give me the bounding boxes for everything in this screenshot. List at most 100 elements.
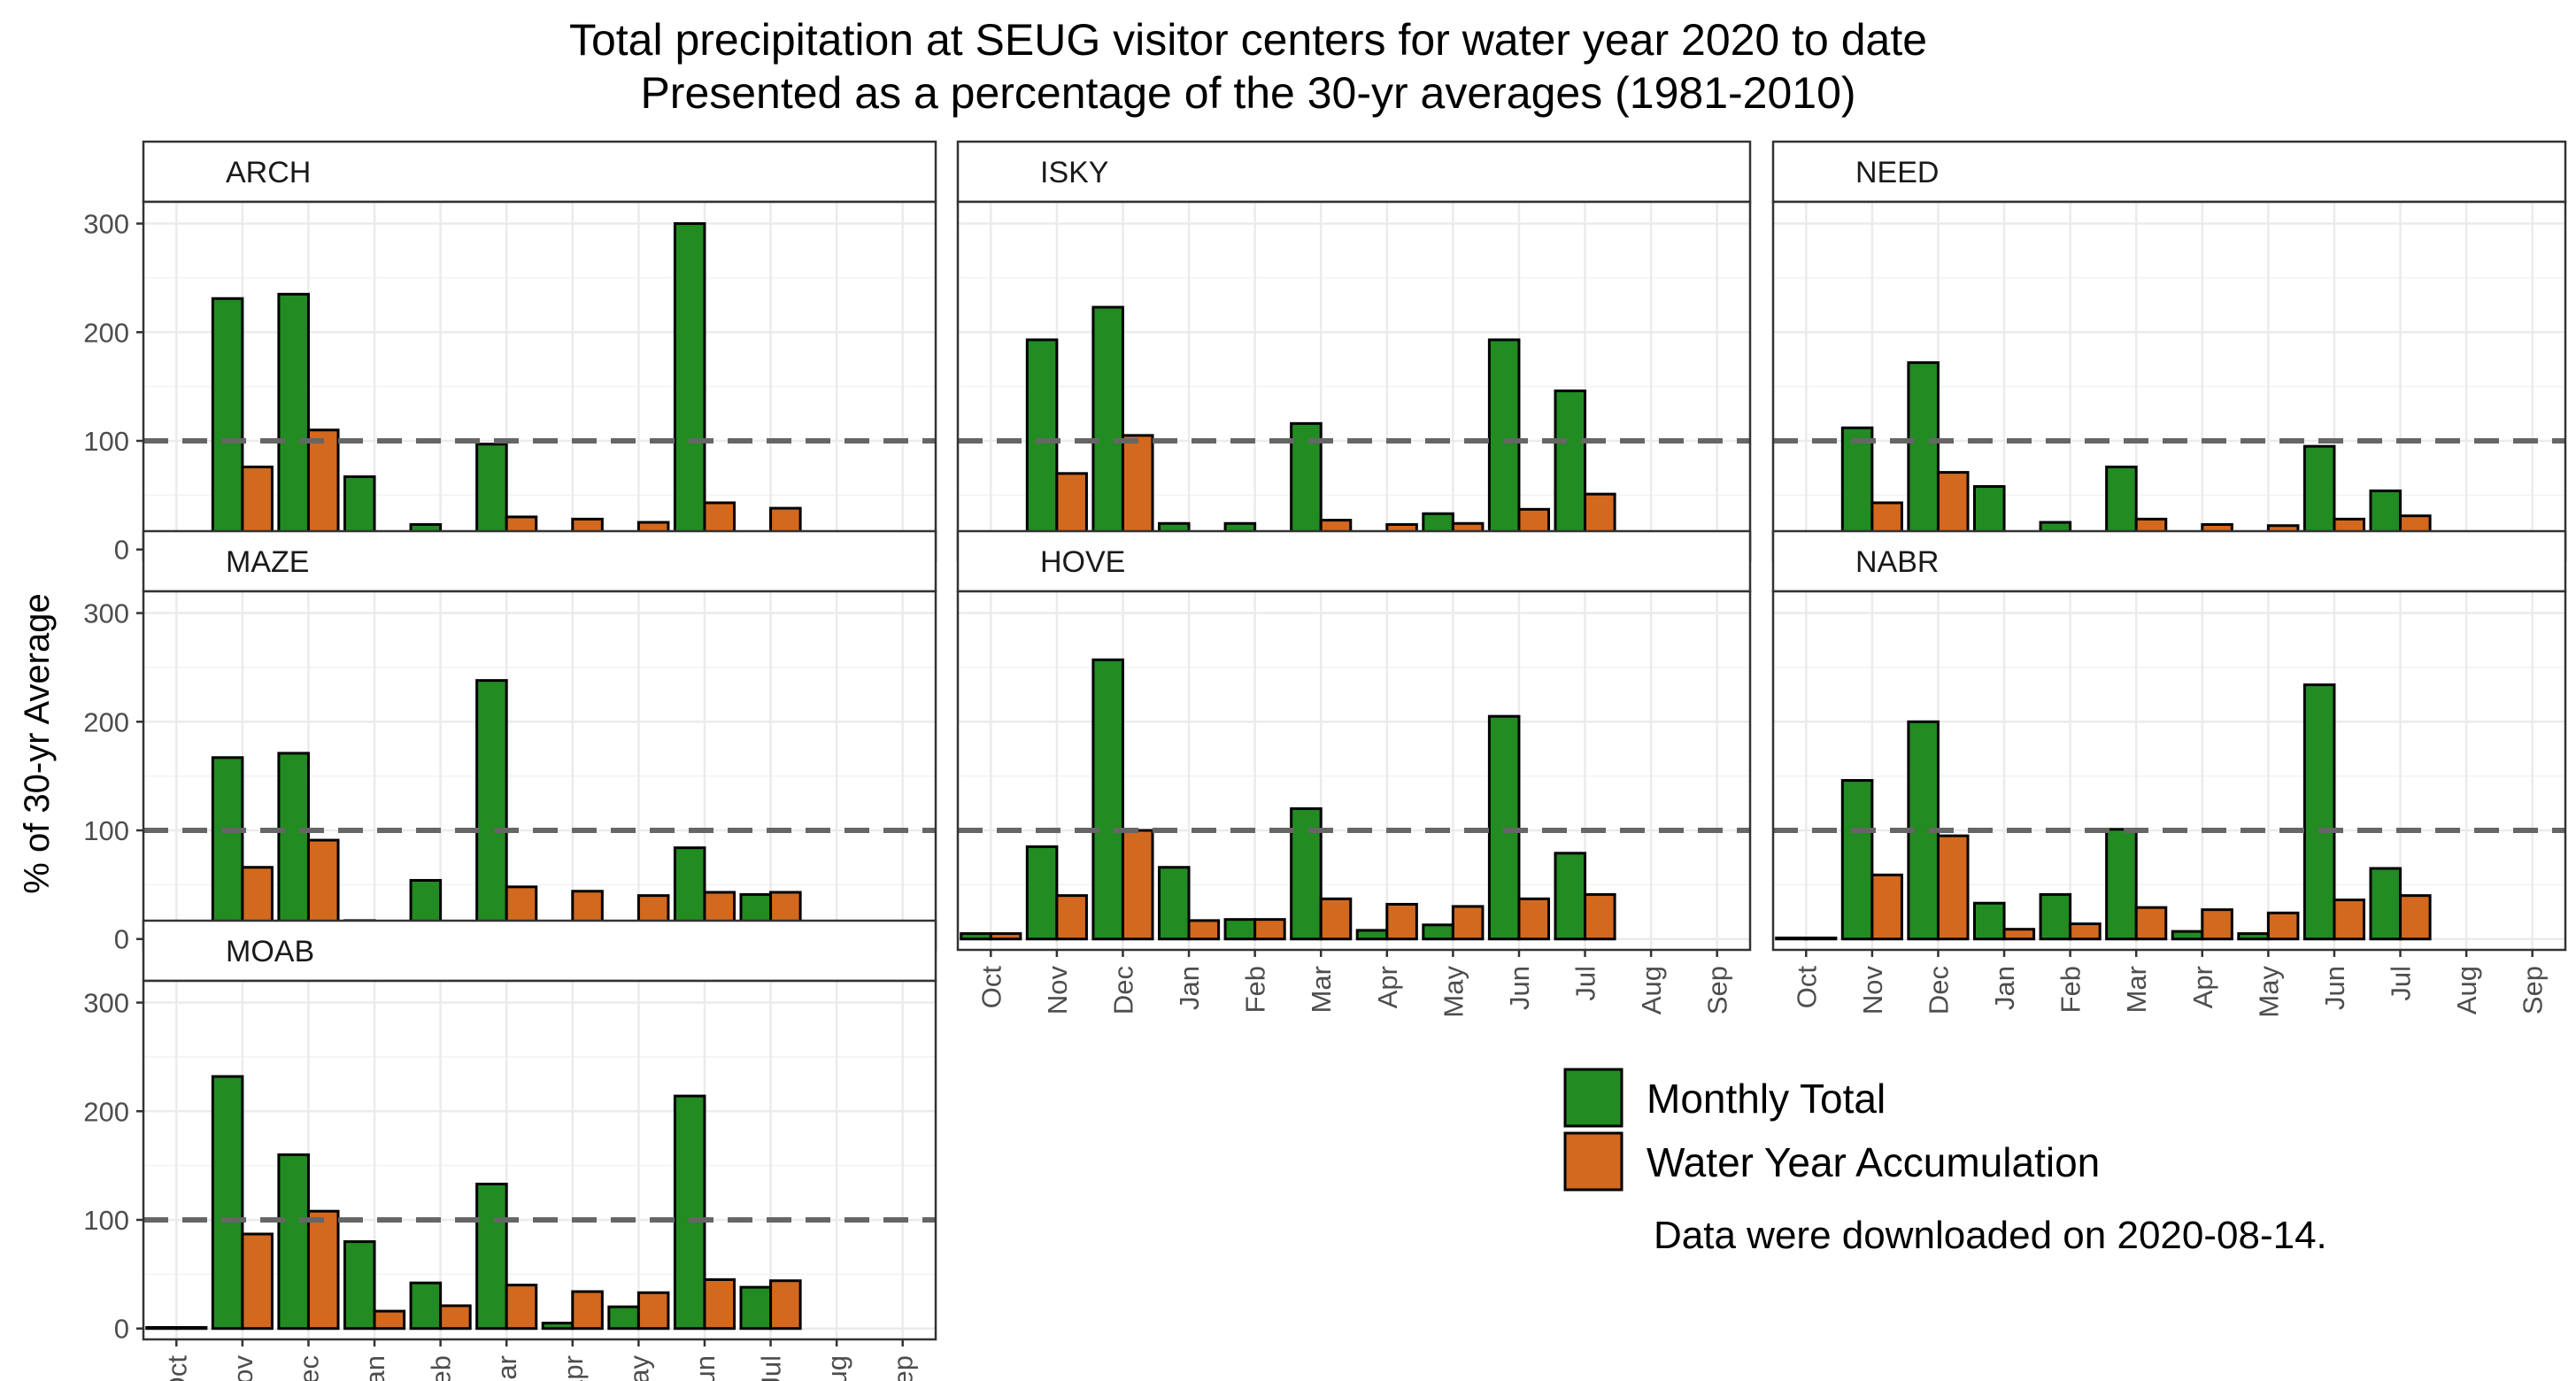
bar-monthly-total-nabr-nov — [1840, 779, 1874, 941]
panel-strip-nabr — [1771, 529, 2567, 593]
bar-water-year-accumulation-moab-apr — [571, 1290, 604, 1331]
x-tick-label: Oct — [161, 1355, 192, 1381]
x-tick-label: Jul — [1570, 966, 1601, 1001]
panel-border — [1771, 590, 2567, 952]
x-tick-label: Apr — [2187, 966, 2218, 1008]
bar-monthly-total-moab-apr — [541, 1322, 575, 1331]
y-tick-label: 0 — [114, 924, 129, 955]
y-tick-label: 100 — [83, 815, 129, 846]
x-tick-label: Aug — [821, 1355, 852, 1381]
x-tick-label: Apr — [1372, 966, 1403, 1008]
bar-monthly-total-moab-feb — [409, 1281, 443, 1331]
bar-water-year-accumulation-nabr-dec — [1936, 834, 1970, 941]
panel-need: NEED — [1771, 140, 2567, 562]
bar-water-year-accumulation-moab-jan — [373, 1309, 406, 1331]
x-tick-label: May — [623, 1355, 654, 1381]
x-tick-label: Jun — [1504, 966, 1535, 1010]
y-tick-label: 200 — [83, 317, 129, 348]
bar-water-year-accumulation-hove-may — [1451, 905, 1485, 941]
x-tick-label: Sep — [2518, 966, 2549, 1015]
x-tick-label: Mar — [1306, 966, 1337, 1013]
x-tick-label: Feb — [1240, 966, 1271, 1013]
x-tick-label: Nov — [1042, 966, 1073, 1015]
bar-monthly-total-need-nov — [1840, 426, 1874, 552]
bar-water-year-accumulation-hove-mar — [1319, 897, 1353, 941]
bar-monthly-total-nabr-jun — [2302, 683, 2336, 941]
bar-monthly-total-nabr-may — [2237, 932, 2270, 941]
panel-plot-area — [143, 981, 936, 1339]
bar-water-year-accumulation-moab-oct — [174, 1326, 208, 1331]
bar-water-year-accumulation-nabr-may — [2266, 911, 2300, 941]
x-tick-label: Nov — [1857, 966, 1888, 1015]
legend: Monthly Total Water Year Accumulation — [1563, 1068, 2100, 1192]
x-tick-label: Nov — [228, 1355, 258, 1381]
bar-monthly-total-isky-nov — [1025, 338, 1059, 552]
bar-water-year-accumulation-hove-dec — [1121, 829, 1154, 941]
legend-label-monthly-total: Monthly Total — [1647, 1076, 1886, 1122]
panel-plot-area — [958, 202, 1750, 560]
bar-water-year-accumulation-moab-nov — [241, 1232, 274, 1331]
bar-monthly-total-nabr-jan — [1972, 901, 2006, 941]
panel-strip-label: MAZE — [226, 545, 309, 579]
panel-strip-maze — [142, 529, 937, 593]
x-tick-label: Mar — [491, 1355, 522, 1381]
bar-water-year-accumulation-nabr-nov — [1870, 873, 1903, 941]
x-tick-label: Oct — [1791, 966, 1822, 1009]
bar-monthly-total-isky-dec — [1091, 305, 1124, 552]
x-tick-label: Jan — [359, 1355, 390, 1381]
y-tick-label: 300 — [83, 598, 129, 629]
x-tick-label: Apr — [558, 1355, 589, 1381]
panel-plot-area — [958, 591, 1750, 950]
panel-plot-area — [143, 591, 936, 950]
x-tick-label: Jan — [1174, 966, 1205, 1010]
y-tick-label: 0 — [114, 1314, 129, 1345]
x-tick-label: Jun — [2319, 966, 2350, 1010]
bar-water-year-accumulation-nabr-jan — [2002, 928, 2036, 941]
bar-monthly-total-moab-may — [607, 1305, 640, 1331]
panel-strip-label: ISKY — [1040, 156, 1108, 189]
panel-plot-area — [143, 202, 936, 560]
y-tick-label: 300 — [83, 209, 129, 240]
x-tick-label: Dec — [1923, 966, 1954, 1015]
bar-water-year-accumulation-moab-jun — [703, 1278, 737, 1331]
x-tick-label: Feb — [2055, 966, 2086, 1013]
bar-water-year-accumulation-hove-nov — [1055, 894, 1088, 941]
bar-water-year-accumulation-moab-feb — [439, 1304, 472, 1331]
bar-water-year-accumulation-nabr-feb — [2069, 922, 2102, 941]
panel-strip-label: MOAB — [226, 935, 314, 968]
bar-water-year-accumulation-nabr-jul — [2399, 894, 2432, 941]
bar-monthly-total-hove-nov — [1025, 845, 1059, 941]
legend-key-monthly-total — [1563, 1068, 1623, 1128]
bar-monthly-total-nabr-feb — [2039, 892, 2072, 941]
x-tick-label: Jul — [756, 1355, 787, 1381]
bar-water-year-accumulation-moab-may — [636, 1291, 670, 1331]
x-tick-label: Aug — [1636, 966, 1667, 1015]
bar-monthly-total-maze-nov — [211, 756, 244, 941]
bar-monthly-total-hove-jan — [1157, 866, 1191, 941]
y-tick-label: 100 — [83, 1205, 129, 1236]
bar-monthly-total-hove-dec — [1091, 658, 1124, 941]
x-tick-label: Jun — [690, 1355, 721, 1381]
legend-key-water-year-accumulation — [1563, 1131, 1623, 1192]
bar-monthly-total-hove-jul — [1554, 852, 1587, 941]
bar-water-year-accumulation-nabr-mar — [2134, 906, 2168, 941]
x-tick-label: Aug — [2451, 966, 2482, 1015]
bar-water-year-accumulation-hove-jul — [1584, 892, 1616, 941]
bar-monthly-total-hove-oct — [960, 932, 992, 941]
panel-plot-area — [1773, 202, 2565, 560]
panel-strip-label: HOVE — [1040, 545, 1125, 579]
bar-monthly-total-isky-jun — [1487, 338, 1521, 552]
panel-hove: HOVE Oct Nov Dec Jan Feb Mar Apr May Jun Jul Aug Sep — [956, 529, 1752, 1018]
panel-border — [956, 590, 1752, 952]
bar-monthly-total-moab-mar — [475, 1183, 508, 1331]
panel-strip-need — [1771, 140, 2567, 204]
bar-water-year-accumulation-arch-dec — [306, 428, 340, 552]
x-tick-label: Sep — [1702, 966, 1733, 1015]
bar-monthly-total-maze-mar — [475, 679, 508, 941]
panel-nabr: NABR Oct Nov Dec Jan Feb Mar Apr May Jun Jul Aug Sep — [1771, 529, 2567, 1018]
legend-label-water-year-accumulation: Water Year Accumulation — [1647, 1139, 2100, 1185]
y-tick-label: 300 — [83, 988, 129, 1019]
panel-moab: MOAB 0 100 200 300 Oct Nov Dec Jan Feb Mar Apr May Ju… — [83, 919, 937, 1381]
bar-monthly-total-isky-mar — [1290, 421, 1323, 552]
